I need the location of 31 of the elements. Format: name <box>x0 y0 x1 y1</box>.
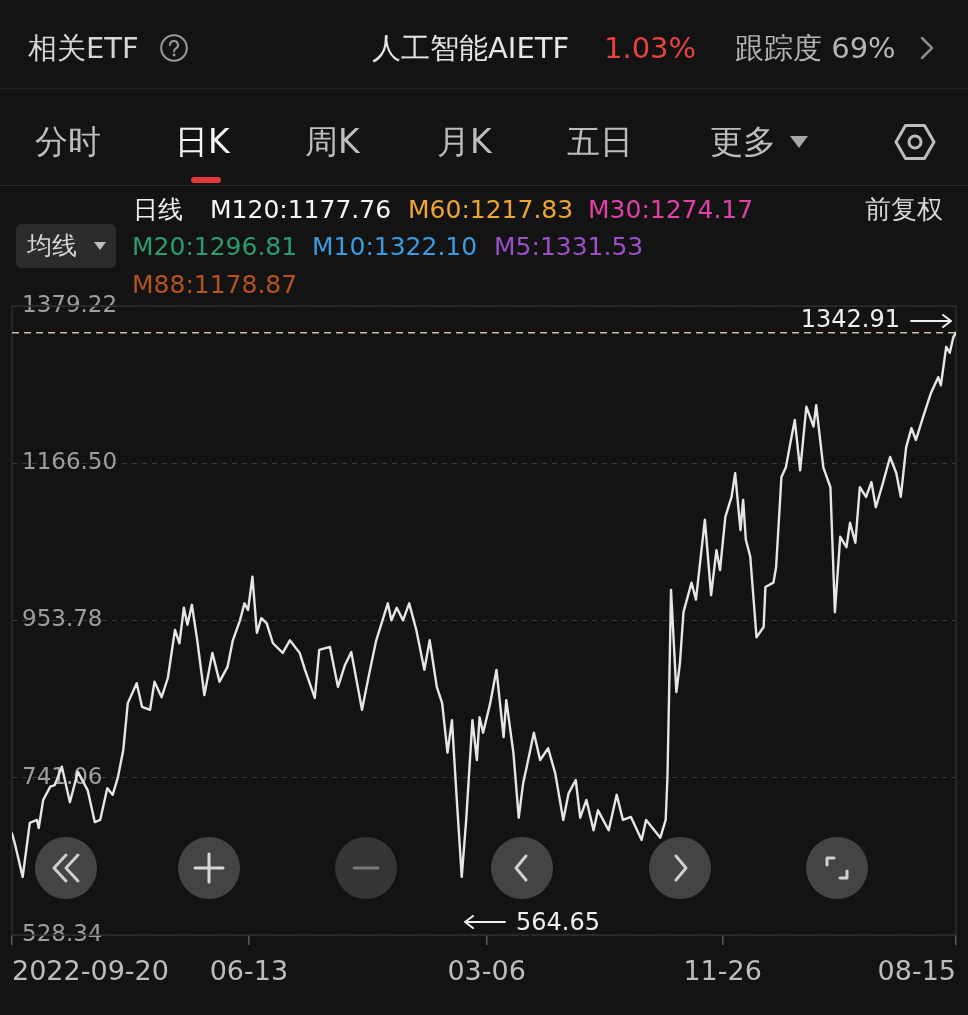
text: 前复权 <box>865 194 943 226</box>
x-tick-label: 06-13 <box>209 955 289 987</box>
y-tick-label: 528.34 <box>22 919 103 946</box>
annotation: 564.65 <box>516 907 600 937</box>
annotation: 1342.91 <box>800 305 900 334</box>
x-tick-label: 2022-09-20 <box>12 955 169 987</box>
y-tick-label: 1166.50 <box>22 448 118 475</box>
text: 日K <box>175 122 230 163</box>
text: 月K <box>437 122 492 163</box>
text: M30:1274.17 <box>588 195 754 225</box>
y-tick-label: 953.78 <box>22 605 103 632</box>
text: M88:1178.87 <box>132 270 298 300</box>
x-tick-label: 11-26 <box>683 955 762 987</box>
text: 更多 <box>710 122 776 163</box>
text: 周K <box>305 122 360 163</box>
text: 均线 <box>27 231 77 261</box>
text: 分时 <box>35 122 101 163</box>
y-tick-label: 1379.22 <box>22 290 118 317</box>
text: 跟踪度 69% <box>735 30 896 66</box>
text: M120:1177.76 <box>210 195 392 225</box>
text: 五日 <box>567 122 633 163</box>
text: 相关ETF <box>28 30 139 66</box>
text: M20:1296.81 <box>132 232 298 262</box>
text: M60:1217.83 <box>408 195 574 225</box>
text: M5:1331.53 <box>494 232 644 262</box>
x-tick-label: 08-15 <box>877 955 956 987</box>
text: 日线 <box>133 195 183 225</box>
text: 人工智能AIETF <box>372 30 570 66</box>
text: 1.03% <box>604 30 697 66</box>
x-tick-label: 03-06 <box>447 955 526 987</box>
text: M10:1322.10 <box>312 232 478 262</box>
